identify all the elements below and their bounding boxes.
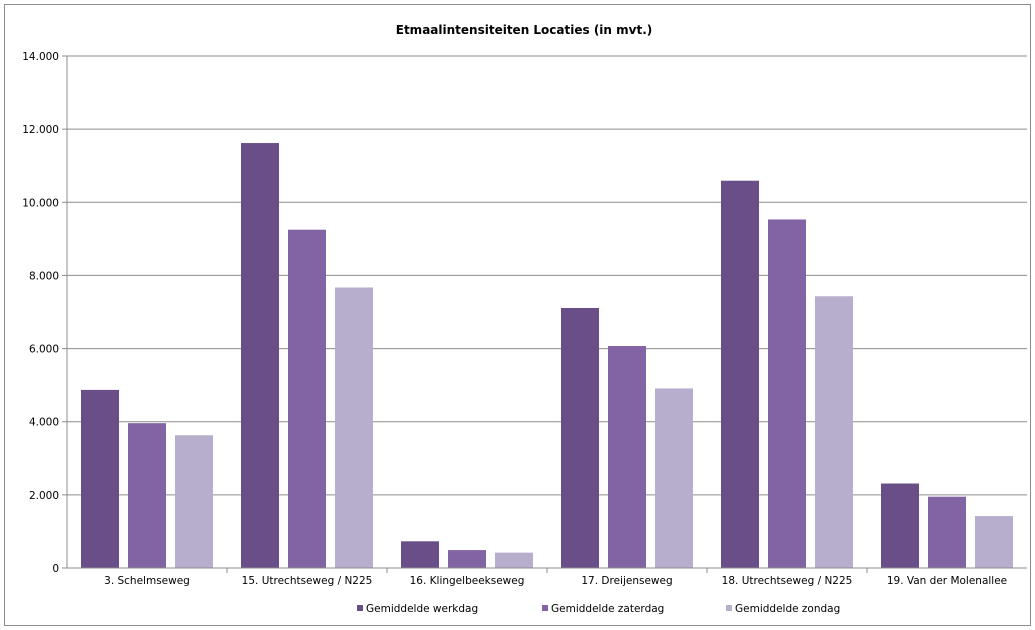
y-tick-label: 14.000 [22,51,59,63]
y-tick-label: 10.000 [22,197,59,209]
bar [815,296,853,568]
bar [241,143,279,569]
bars [81,143,1013,569]
x-category-label: 19. Van der Molenallee [887,575,1007,587]
x-category-label: 3. Schelmseweg [104,575,190,587]
bar [928,496,966,568]
y-tick-label: 4.000 [29,417,59,429]
bar [655,388,693,568]
y-tick-label: 12.000 [22,124,59,136]
legend-swatch [726,605,732,611]
legend-label: Gemiddelde werkdag [366,603,478,615]
y-tick-label: 6.000 [29,344,59,356]
bar [288,229,326,568]
bar [768,219,806,568]
y-tick-label: 8.000 [29,270,59,282]
bar [175,435,213,568]
legend-swatch [357,605,363,611]
bar [881,483,919,568]
x-category-label: 18. Utrechtseweg / N225 [722,575,853,587]
x-category-label: 16. Klingelbeekseweg [410,575,525,587]
bar [81,389,119,568]
y-tick-label: 2.000 [29,490,59,502]
x-category-label: 17. Dreijenseweg [581,575,672,587]
bar [495,552,533,568]
bar [561,307,599,568]
bar [335,287,373,568]
bar [608,346,646,568]
bar [401,541,439,568]
legend-label: Gemiddelde zaterdag [551,603,664,615]
axes [66,56,1027,569]
y-tick-label: 0 [52,563,59,575]
bar [975,516,1013,568]
bar [721,180,759,569]
chart-title: Etmaalintensiteiten Locaties (in mvt.) [396,23,653,37]
gridlines [62,55,1027,573]
bar [448,550,486,568]
y-axis-tick-labels: 0 2.000 4.000 6.000 8.000 10.000 12.000 14.000 [22,51,59,575]
legend-swatch [542,605,548,611]
x-category-label: 15. Utrechtseweg / N225 [242,575,373,587]
x-axis-category-labels: 3. Schelmseweg 15. Utrechtseweg / N225 16.… [104,575,1007,587]
legend: Gemiddelde werkdag Gemiddelde zaterdag Gem… [357,603,840,615]
legend-label: Gemiddelde zondag [735,603,840,615]
bar [128,423,166,568]
